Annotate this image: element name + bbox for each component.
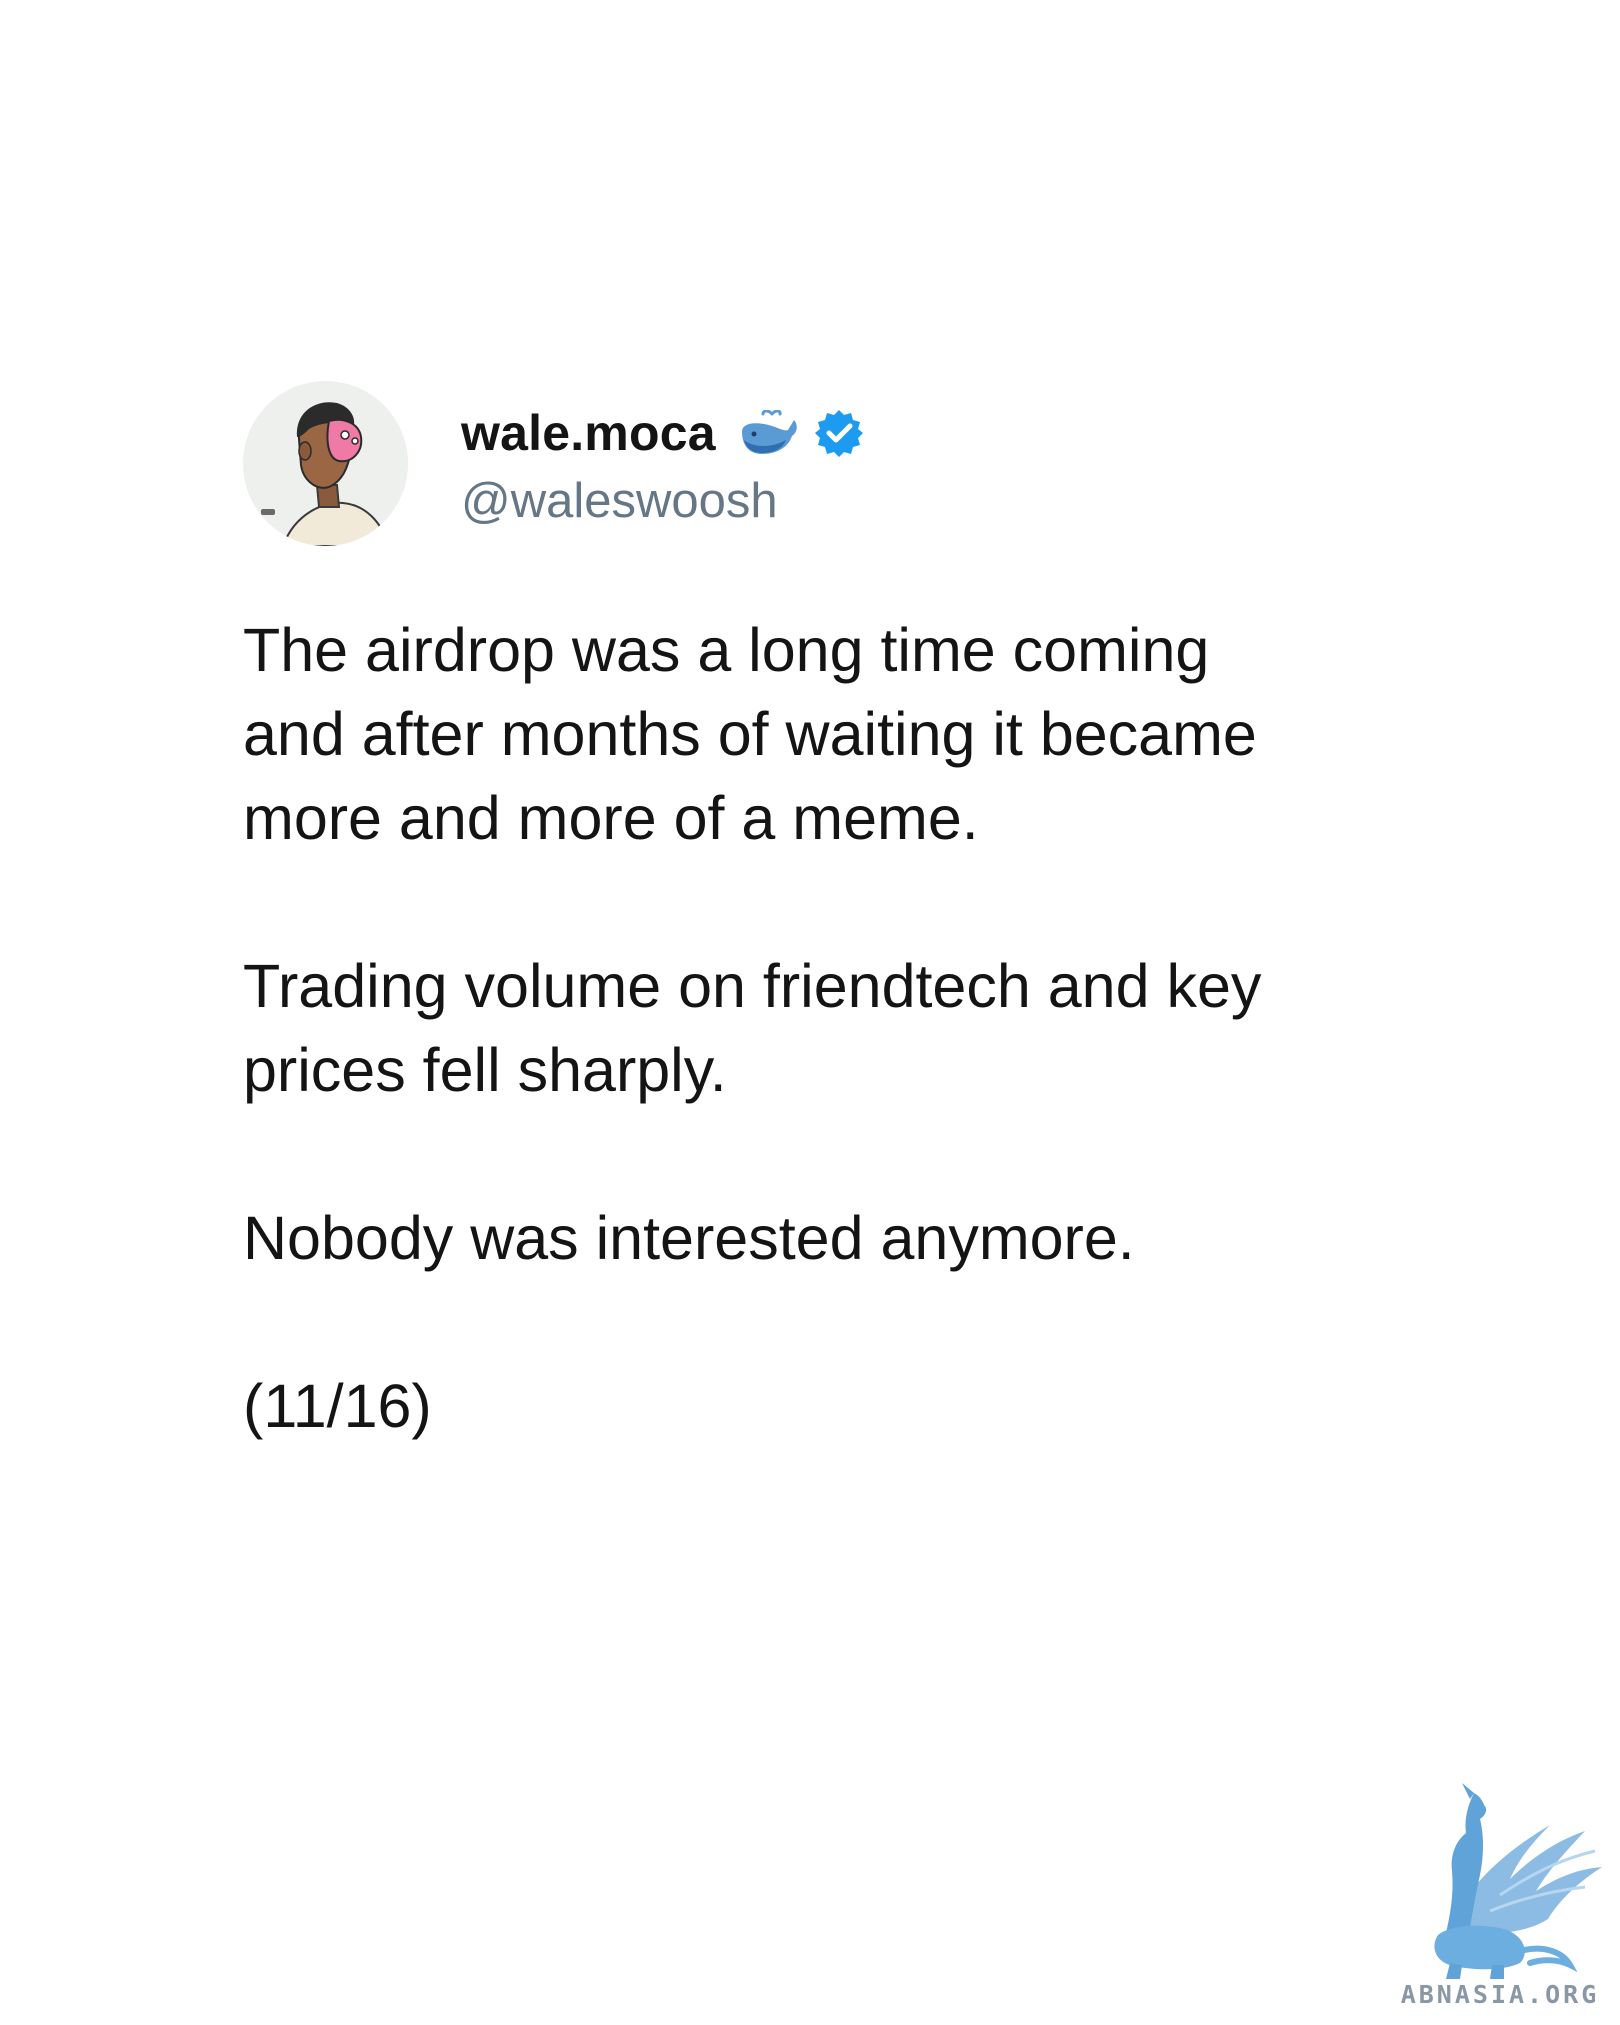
handle[interactable]: @waleswoosh [461, 474, 778, 528]
tweet-card: wale.moca @waleswoosh [243, 378, 1443, 1448]
whale-icon [738, 409, 800, 456]
watermark-text[interactable]: ABNASIA.ORG [1400, 1980, 1600, 2009]
tweet-paragraph: Nobody was interested anymore. [243, 1204, 1135, 1272]
watermark: ABNASIA.ORG [1380, 1775, 1620, 2015]
author-identity: wale.moca @waleswoosh [461, 397, 864, 529]
tweet-body: The airdrop was a long time coming and a… [243, 608, 1443, 1448]
tweet-header: wale.moca @waleswoosh [243, 378, 1443, 548]
avatar-illustration-icon [243, 380, 408, 546]
tweet-paragraph: The airdrop was a long time coming and a… [243, 616, 1257, 852]
name-row: wale.moca [461, 397, 864, 469]
thread-counter: (11/16) [243, 1372, 432, 1440]
verified-badge-icon [814, 408, 864, 458]
tweet-paragraph: Trading volume on friendtech and key pri… [243, 952, 1262, 1104]
avatar[interactable] [243, 380, 408, 546]
griffin-logo-icon [1434, 1783, 1602, 1979]
display-name[interactable]: wale.moca [461, 405, 716, 461]
